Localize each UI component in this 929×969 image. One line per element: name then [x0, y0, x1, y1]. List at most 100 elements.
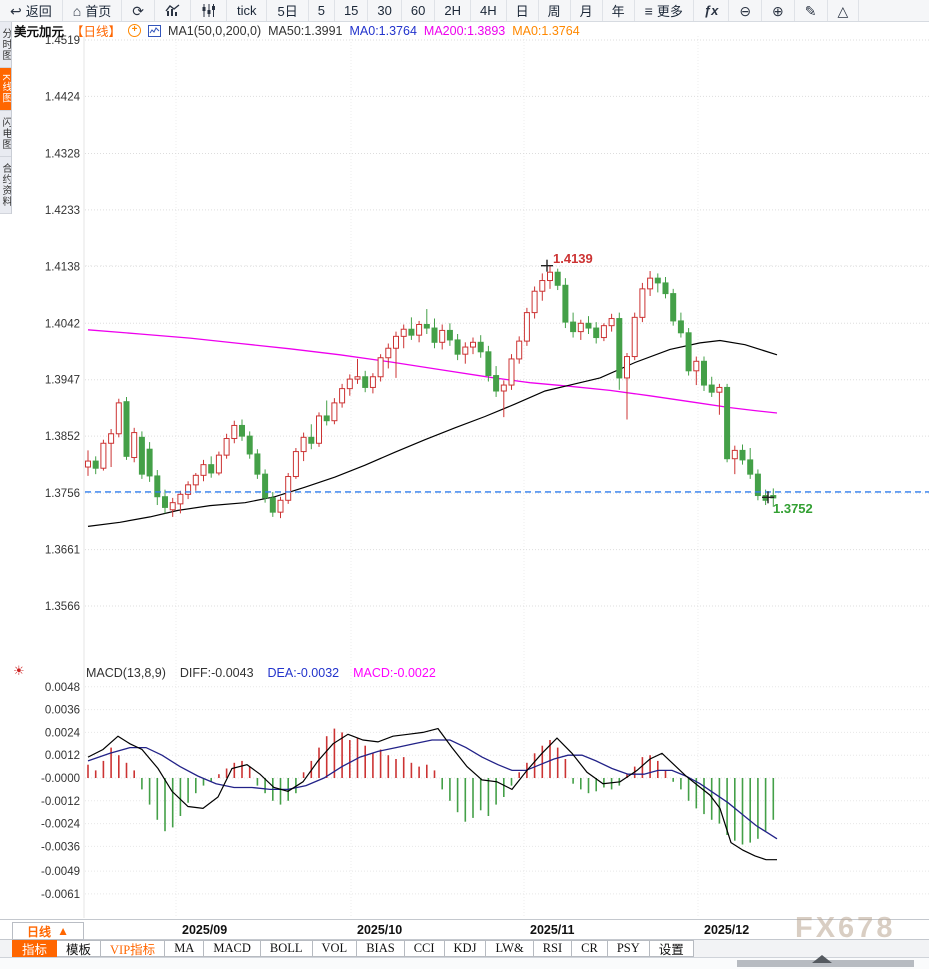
line-chart-button[interactable] [155, 0, 191, 21]
fx-icon: ƒx [703, 3, 719, 18]
svg-text:1.4042: 1.4042 [45, 318, 80, 330]
tab-macd[interactable]: MACD [204, 940, 261, 957]
interval-day[interactable]: 日 [507, 0, 539, 21]
home-icon: ⌂ [72, 2, 82, 19]
tab-bias[interactable]: BIAS [357, 940, 405, 957]
candle-chart-button[interactable] [191, 0, 227, 21]
zoom-in-icon: ⊕ [772, 2, 784, 19]
svg-text:1.3947: 1.3947 [45, 375, 80, 387]
svg-text:1.4233: 1.4233 [45, 205, 80, 217]
ma0-blue-value: MA0:1.3764 [349, 23, 417, 38]
scrollbar-up-arrow-icon[interactable] [812, 955, 832, 963]
tab-indicator[interactable]: 指标 [12, 940, 58, 957]
tab-template[interactable]: 模板 [57, 940, 102, 957]
menu-icon: ≡ [644, 2, 653, 19]
x-axis-label: 2025/10 [357, 923, 403, 937]
svg-text:-0.0024: -0.0024 [41, 819, 81, 831]
candle-chart-icon [201, 4, 216, 17]
zoom-in-button[interactable]: ⊕ [762, 0, 795, 21]
interval-week-label: 周 [547, 4, 561, 19]
tab-psy[interactable]: PSY [607, 940, 650, 957]
sidebar-item-contract-info[interactable]: 合约资料 [0, 157, 11, 214]
shapes-button[interactable]: △ [828, 0, 860, 21]
macd-histogram [87, 728, 775, 845]
interval-year[interactable]: 年 [603, 0, 635, 21]
back-button[interactable]: ↩ 返回 [0, 0, 63, 21]
dea-line [87, 739, 778, 840]
interval-5d-label: 5日 [277, 4, 298, 19]
interval-15[interactable]: 15 [335, 0, 369, 21]
sidebar-item-time-chart[interactable]: 分时图 [0, 22, 11, 68]
horizontal-scrollbar[interactable] [737, 960, 914, 967]
interval-4h-label: 4H [479, 3, 497, 18]
tab-lw[interactable]: LW& [486, 940, 534, 957]
fx678-watermark: FX678 [795, 912, 896, 944]
refresh-icon: ⟳ [132, 2, 144, 19]
svg-text:0.0048: 0.0048 [45, 682, 80, 694]
interval-60-label: 60 [410, 3, 426, 18]
interval-4h[interactable]: 4H [471, 0, 507, 21]
draw-button[interactable]: ✎ [795, 0, 828, 21]
tab-ma[interactable]: MA [165, 940, 205, 957]
indicator-fx-button[interactable]: ƒx [694, 0, 730, 21]
interval-tick[interactable]: tick [227, 0, 268, 21]
sidebar-item-kline-chart[interactable]: K线图 [0, 68, 11, 111]
diff-line [87, 727, 777, 861]
interval-week[interactable]: 周 [539, 0, 571, 21]
macd-settings-label: MACD(13,8,9) [86, 666, 166, 680]
interval-2h[interactable]: 2H [435, 0, 471, 21]
chart-header: 美元加元 【日线】 + MA1(50,0,200,0) MA50:1.3991 … [14, 23, 580, 40]
svg-text:1.3852: 1.3852 [45, 431, 80, 443]
symbol-name: 美元加元 [14, 25, 65, 39]
svg-text:-0.0061: -0.0061 [41, 889, 80, 901]
home-button-label: 首页 [85, 4, 112, 19]
line-chart-icon [165, 4, 180, 17]
svg-text:1.4328: 1.4328 [45, 148, 80, 160]
indicator-settings-icon[interactable]: ☀ [13, 663, 25, 678]
tab-cr[interactable]: CR [572, 940, 608, 957]
interval-60[interactable]: 60 [402, 0, 436, 21]
sidebar-item-lightning-chart[interactable]: 闪电图 [0, 111, 11, 157]
tab-kdj[interactable]: KDJ [444, 940, 487, 957]
svg-text:0.0024: 0.0024 [45, 727, 81, 739]
x-axis-label: 2025/09 [182, 923, 228, 937]
price-gridlines: 1.4519 1.4424 1.4328 1.4233 1.4138 1.4042 1.39… [45, 35, 929, 613]
zoom-out-button[interactable]: ⊖ [729, 0, 763, 21]
tab-cci[interactable]: CCI [404, 940, 445, 957]
interval-5[interactable]: 5 [309, 0, 335, 21]
svg-text:1.4424: 1.4424 [45, 91, 81, 103]
pencil-icon: ✎ [804, 2, 817, 19]
period-selector-label: 日线 [27, 924, 52, 939]
period-selector-button[interactable]: 日线 ▲ [12, 922, 84, 940]
back-icon: ↩ [10, 2, 22, 19]
tab-boll[interactable]: BOLL [260, 940, 313, 957]
svg-text:1.3756: 1.3756 [45, 488, 80, 500]
diff-value: DIFF:-0.0043 [179, 666, 254, 680]
x-axis-label: 2025/12 [704, 923, 750, 937]
x-axis-row: 日线 ▲ 2025/09 2025/10 2025/11 2025/12 [0, 919, 929, 940]
zoom-out-icon: ⊖ [739, 2, 752, 19]
ma200-value: MA200:1.3893 [423, 23, 506, 38]
svg-text:1.3661: 1.3661 [45, 545, 80, 557]
tab-settings[interactable]: 设置 [649, 940, 694, 957]
bottom-strip [0, 958, 929, 969]
more-button-label: 更多 [656, 4, 683, 19]
home-button[interactable]: ⌂ 首页 [63, 0, 123, 21]
interval-5d[interactable]: 5日 [267, 0, 309, 21]
interval-tick-label: tick [236, 3, 257, 18]
interval-month[interactable]: 月 [571, 0, 603, 21]
more-button[interactable]: ≡ 更多 [635, 0, 694, 21]
svg-text:-0.0000: -0.0000 [41, 773, 80, 785]
add-compare-icon[interactable]: + [128, 24, 142, 37]
refresh-button[interactable]: ⟳ [122, 0, 155, 21]
interval-2h-label: 2H [444, 3, 461, 18]
ma50-value: MA50:1.3991 [268, 23, 343, 38]
interval-5-label: 5 [317, 3, 325, 18]
tab-vol[interactable]: VOL [312, 940, 358, 957]
tab-vip-indicator[interactable]: VIP指标 [101, 940, 166, 957]
interval-30[interactable]: 30 [368, 0, 402, 21]
tab-rsi[interactable]: RSI [533, 940, 573, 957]
period-tag: 【日线】 [71, 25, 122, 39]
